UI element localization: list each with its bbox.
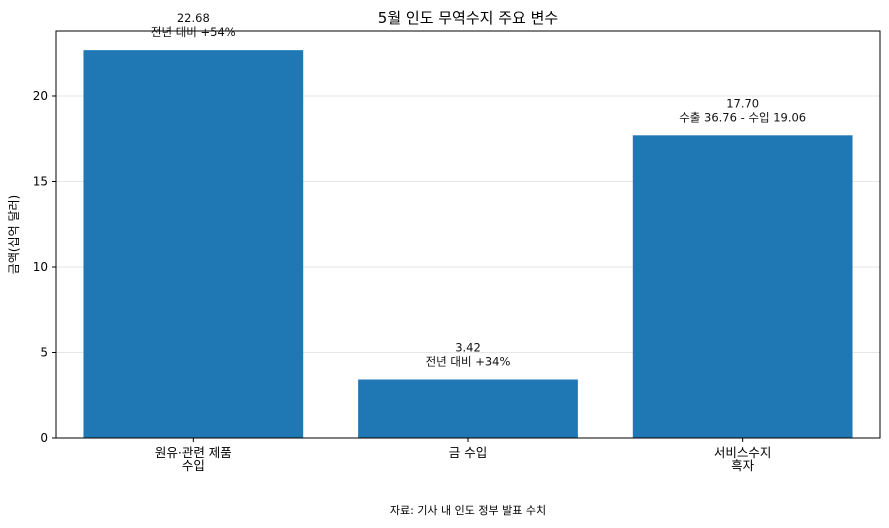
bar bbox=[632, 135, 853, 438]
value-label: 17.70 bbox=[726, 96, 759, 110]
annotation-label: 수출 36.76 - 수입 19.06 bbox=[679, 110, 806, 124]
y-axis-label: 금액(십억 달러) bbox=[7, 195, 21, 274]
y-tick-label: 10 bbox=[33, 260, 48, 274]
y-tick-label: 5 bbox=[40, 345, 48, 359]
y-tick-label: 15 bbox=[33, 174, 48, 188]
x-tick-label: 수입 bbox=[182, 458, 205, 473]
x-tick-label: 금 수입 bbox=[449, 445, 487, 460]
y-axis-ticks: 0 5 10 15 20 bbox=[33, 89, 56, 445]
bar bbox=[358, 379, 578, 438]
value-label: 22.68 bbox=[177, 11, 210, 25]
value-label: 3.42 bbox=[455, 341, 481, 355]
annotation-label: 전년 대비 +34% bbox=[426, 355, 511, 369]
chart-title: 5월 인도 무역수지 주요 변수 bbox=[378, 9, 558, 27]
y-tick-label: 0 bbox=[40, 431, 48, 445]
x-tick-label: 원유·관련 제품 bbox=[155, 445, 232, 460]
x-tick-label: 서비스수지 bbox=[714, 445, 772, 460]
bars bbox=[83, 50, 853, 438]
y-tick-label: 20 bbox=[33, 89, 48, 103]
source-note: 자료: 기사 내 인도 정부 발표 수치 bbox=[390, 504, 546, 517]
annotation-label: 전년 대비 +54% bbox=[151, 25, 236, 39]
x-tick-label: 흑자 bbox=[731, 458, 755, 473]
bar bbox=[83, 50, 304, 438]
